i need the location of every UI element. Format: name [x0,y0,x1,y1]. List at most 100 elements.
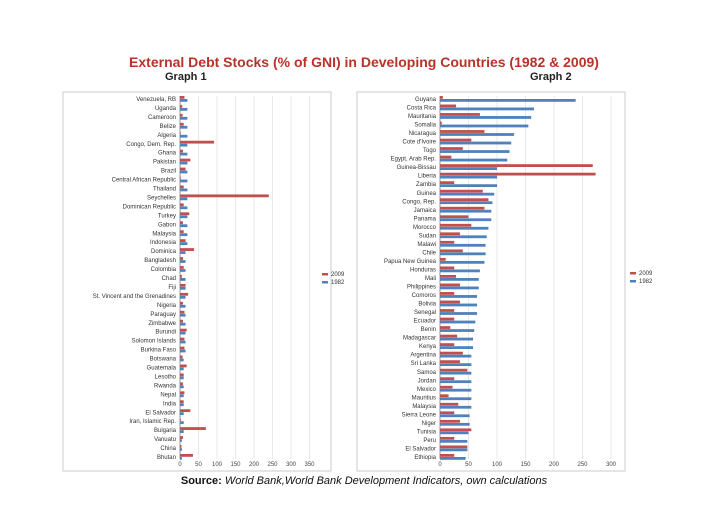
graph2-category-label: Costa Rica [407,106,437,112]
graph2-bar-2009 [440,445,468,449]
graph1-bar-2009 [180,445,182,448]
graph1-bar-1982 [180,322,186,326]
source-label: Source: [180,475,222,487]
graph1-bar-2009 [180,310,185,314]
graph2-bar-2009 [440,147,463,150]
graph2-category-label: Guinea-Bissau [397,165,436,171]
graph1-bar-2009 [180,167,186,171]
graph1-bar-2009 [180,149,183,153]
graph1-bar-1982 [180,278,186,281]
graph1-category-label: Solomon Islands [132,339,176,345]
graph2-bar-1982 [440,150,510,153]
graph1-bar-1982 [180,179,188,183]
graph2-bar-2009 [440,96,443,99]
graph2-bar-1982 [440,422,470,426]
graph2-bar-2009 [440,121,442,125]
graph2-bar-2009 [440,164,593,167]
graph2-legend-swatch-2009 [630,272,636,275]
graph2-bar-2009 [440,130,485,133]
graph2-bar-2009 [440,402,459,406]
graph2-category-label: Argentina [410,353,436,359]
graph2-category-label: Chile [422,250,436,256]
graph1-bar-1982 [180,107,188,111]
graph1-legend-label: 1982 [331,280,345,286]
graph1-bar-2009 [180,212,190,216]
graph1-bar-1982 [180,430,184,433]
graph1-category-label: Bangladesh [144,258,176,264]
graph1-bar-1982 [180,143,188,147]
graph2-category-label: Honduras [410,267,436,273]
graph1-category-label: Cameroon [148,115,176,121]
graph1-bar-1982 [180,224,188,228]
graph2-bar-2009 [440,232,460,236]
graph2-bar-1982 [440,209,492,213]
graph1-bar-1982 [180,286,186,290]
graph1-bar-2009 [180,122,184,126]
graph1-category-label: Fiji [168,285,176,291]
graph2-x-tick-label: 100 [492,462,503,468]
graph1-x-tick-label: 0 [178,462,182,468]
graph1-bar-1982 [180,152,188,156]
graph2-bar-1982 [440,269,480,273]
graph2-bar-1982 [440,286,479,290]
graph2-frame [356,91,626,472]
graph1-bar-2009 [180,328,187,332]
graph2-category-label: Liberia [418,174,437,180]
graph2-bar-1982 [440,329,475,332]
graph2-category-label: El Salvador [405,446,436,452]
graph2-category-label: Peru [423,438,436,444]
graph1-bar-1982 [180,233,188,237]
graph2-bar-1982 [440,99,576,102]
graph1-category-label: Bhutan [157,455,176,461]
graph2-bar-1982 [440,295,478,298]
graph1-bar-2009 [180,96,185,99]
graph1-category-label: Venezuela, RB [136,97,176,103]
graph1-legend-swatch-1982 [322,281,328,284]
graph2-category-label: Sudan [419,233,436,239]
graph2-category-label: Nicaragua [409,131,437,137]
graph1-bar-2009 [180,292,189,296]
graph2-x-tick-label: 0 [438,462,442,468]
graph2-category-label: Jamaica [414,208,437,214]
graph1-category-label: Colombia [151,267,177,273]
graph1-bar-2009 [180,391,185,395]
graph1-bar-2009 [180,436,183,439]
graph1-bar-1982 [180,421,184,424]
graph1-bar-2009 [180,382,183,386]
graph2-bar-2009 [440,436,455,440]
graph2-bar-1982 [440,235,487,239]
graph2-category-label: Mauritius [412,395,436,401]
graph2-bar-2009 [440,172,596,176]
graph2-bar-1982 [440,397,472,401]
graph2-legend-swatch-1982 [630,280,636,283]
graph2-legend-label: 1982 [639,279,653,285]
graph1-bar-2009 [180,176,181,180]
graph1-legend-label: 2009 [331,272,345,278]
graph2-bar-1982 [440,337,474,341]
graph2-bar-2009 [440,411,455,415]
graph1-bar-2009 [180,203,184,207]
graph2-category-label: Benin [421,327,436,333]
graph2-category-label: Mauritania [408,114,437,120]
graph2-bar-1982 [440,303,478,307]
graph1-bar-1982 [180,197,188,201]
graph1-bar-1982 [180,358,184,362]
graph2-category-label: Madagascar [403,336,436,342]
graph1-bar-1982 [180,116,188,120]
graph1-category-label: Nigeria [157,303,177,309]
graph2-bar-1982 [440,414,470,418]
graph2-bar-2009 [440,189,483,193]
graph2-category-label: Togo [423,148,437,154]
graph2-category-label: Sierra Leone [402,412,437,418]
graph1-bar-2009 [180,131,181,135]
graph1-x-tick-label: 350 [304,462,315,468]
graph1-bar-2009 [180,364,187,368]
graph2-bar-2009 [440,300,460,304]
graph1-category-label: Turkey [158,213,176,219]
graph2-category-label: Senegal [414,310,436,316]
graph1-bar-2009 [180,185,184,189]
graph2-bar-2009 [440,283,460,287]
graph2-category-label: Egypt, Arab Rep. [391,157,437,163]
graph1-category-label: Algeria [157,133,176,139]
graph2-category-label: Congo, Rep. [402,199,436,205]
